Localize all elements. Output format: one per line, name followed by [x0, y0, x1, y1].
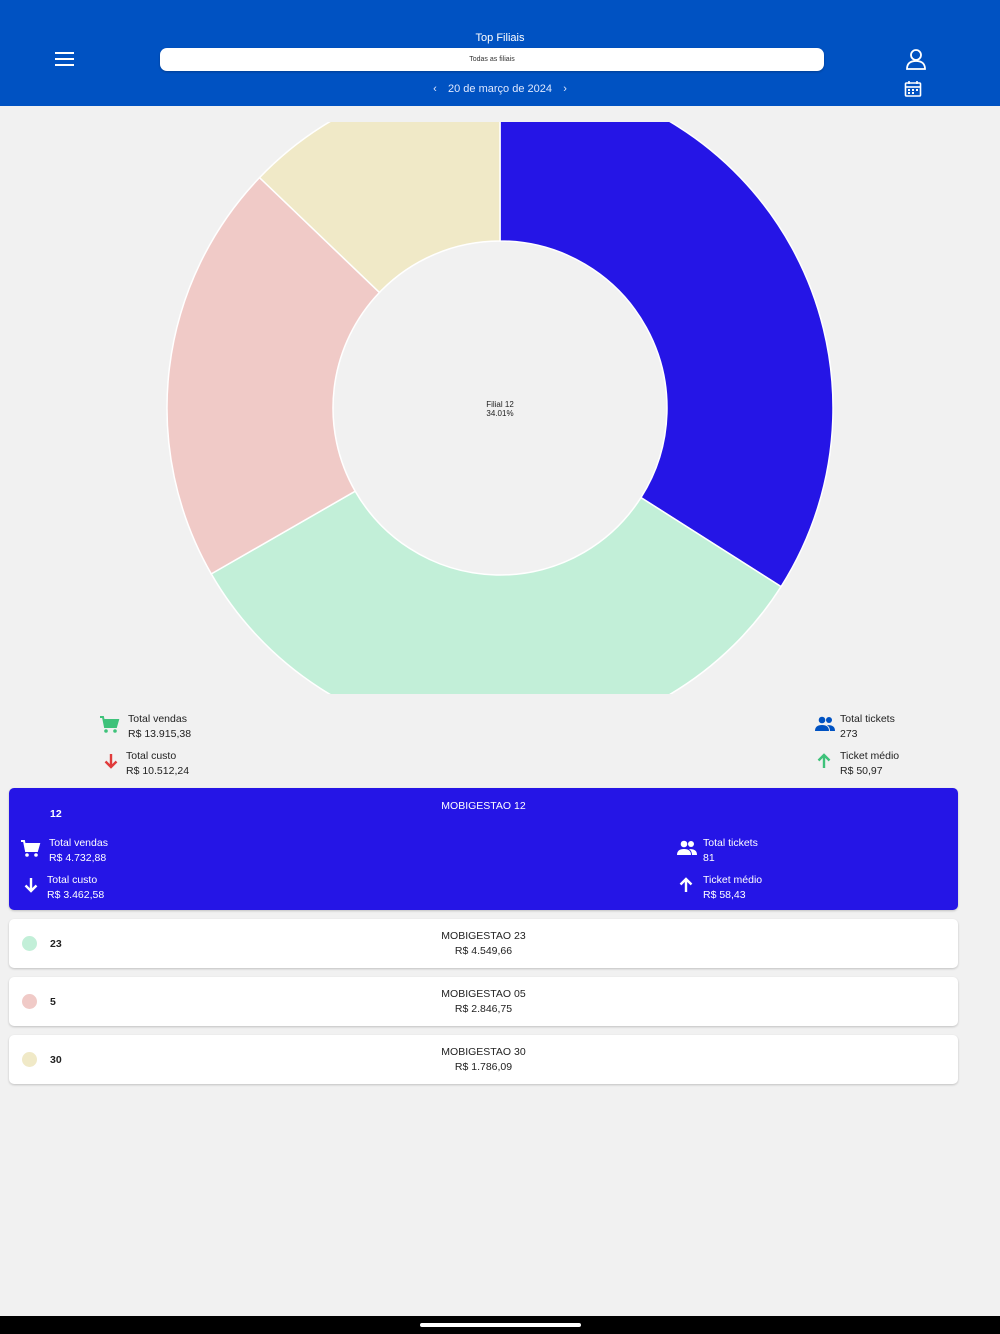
branch-name: MOBIGESTAO 05: [441, 988, 526, 1000]
branch-value: R$ 1.786,09: [454, 1061, 513, 1073]
branch-card-30[interactable]: 30 MOBIGESTAO 30 R$ 1.786,09: [9, 1035, 958, 1084]
branch-value: R$ 4.549,66: [454, 945, 513, 957]
donut-slice-5[interactable]: [166, 176, 381, 575]
total-vendas-label: Total vendas: [128, 713, 187, 725]
arrow-down-icon: [24, 878, 38, 893]
chart-center-title: Filial 12: [486, 400, 514, 409]
branch-total-custo-label: Total custo: [47, 874, 98, 886]
branch-total-vendas-label: Total vendas: [49, 837, 108, 849]
donut-slice-30[interactable]: [258, 122, 501, 294]
branch-value: R$ 2.846,75: [454, 1003, 513, 1015]
app-header: Top Filiais Todas as filiais ‹ 20 de mar…: [0, 0, 1000, 106]
current-date: 20 de março de 2024: [448, 83, 552, 95]
people-icon: [815, 716, 835, 731]
home-indicator[interactable]: [420, 1323, 581, 1327]
branch-ticket-medio-value: R$ 58,43: [703, 889, 746, 901]
chart-center-label: Filial 12 34.01%: [0, 400, 1000, 418]
date-navigator: ‹ 20 de março de 2024 ›: [0, 83, 1000, 95]
branch-code: 30: [50, 1054, 62, 1066]
people-icon: [677, 840, 697, 855]
branch-total-vendas-value: R$ 4.732,88: [49, 852, 107, 864]
branch-total-tickets-value: 81: [703, 852, 715, 864]
branch-total-tickets-label: Total tickets: [703, 837, 758, 849]
page-title: Top Filiais: [475, 32, 525, 44]
branch-name: MOBIGESTAO 12: [441, 800, 526, 812]
total-vendas-value: R$ 13.915,38: [128, 728, 192, 740]
branch-filter-select[interactable]: Todas as filiais: [160, 48, 824, 71]
donut-slice-23[interactable]: [210, 490, 783, 694]
arrow-up-icon: [817, 753, 831, 768]
system-bottom-bar: [0, 1316, 1000, 1334]
total-custo-value: R$ 10.512,24: [126, 765, 190, 777]
legend-dot: [22, 936, 37, 951]
user-icon[interactable]: [904, 48, 928, 70]
cart-icon: [100, 716, 120, 733]
ticket-medio-label: Ticket médio: [840, 750, 900, 762]
donut-slice-12[interactable]: [499, 122, 834, 588]
legend-dot: [22, 994, 37, 1009]
branch-card-12[interactable]: 12 MOBIGESTAO 12 Total vendas R$ 4.732,8…: [9, 788, 958, 910]
calendar-icon[interactable]: [904, 80, 922, 98]
branch-code: 5: [50, 996, 56, 1008]
chart-center-percent: 34.01%: [486, 409, 514, 418]
branch-card-23[interactable]: 23 MOBIGESTAO 23 R$ 4.549,66: [9, 919, 958, 968]
legend-dot: [22, 1052, 37, 1067]
branch-ticket-medio-label: Ticket médio: [703, 874, 763, 886]
arrow-up-icon: [679, 877, 693, 892]
total-tickets-label: Total tickets: [840, 713, 895, 725]
branch-code: 23: [50, 938, 62, 950]
total-custo-label: Total custo: [126, 750, 177, 762]
branch-code: 12: [50, 808, 62, 820]
arrow-down-icon: [104, 754, 118, 769]
donut-chart: Filial 12 34.01%: [0, 122, 1000, 694]
next-date-button[interactable]: ›: [563, 83, 567, 95]
cart-icon: [21, 840, 41, 857]
branch-name: MOBIGESTAO 30: [441, 1046, 526, 1058]
branch-card-05[interactable]: 5 MOBIGESTAO 05 R$ 2.846,75: [9, 977, 958, 1026]
branch-total-custo-value: R$ 3.462,58: [47, 889, 105, 901]
donut-chart-svg: [166, 122, 834, 694]
branch-name: MOBIGESTAO 23: [441, 930, 526, 942]
prev-date-button[interactable]: ‹: [433, 83, 437, 95]
ticket-medio-value: R$ 50,97: [840, 765, 883, 777]
total-tickets-value: 273: [840, 728, 858, 740]
menu-icon: [55, 52, 74, 54]
menu-button[interactable]: [52, 48, 78, 72]
